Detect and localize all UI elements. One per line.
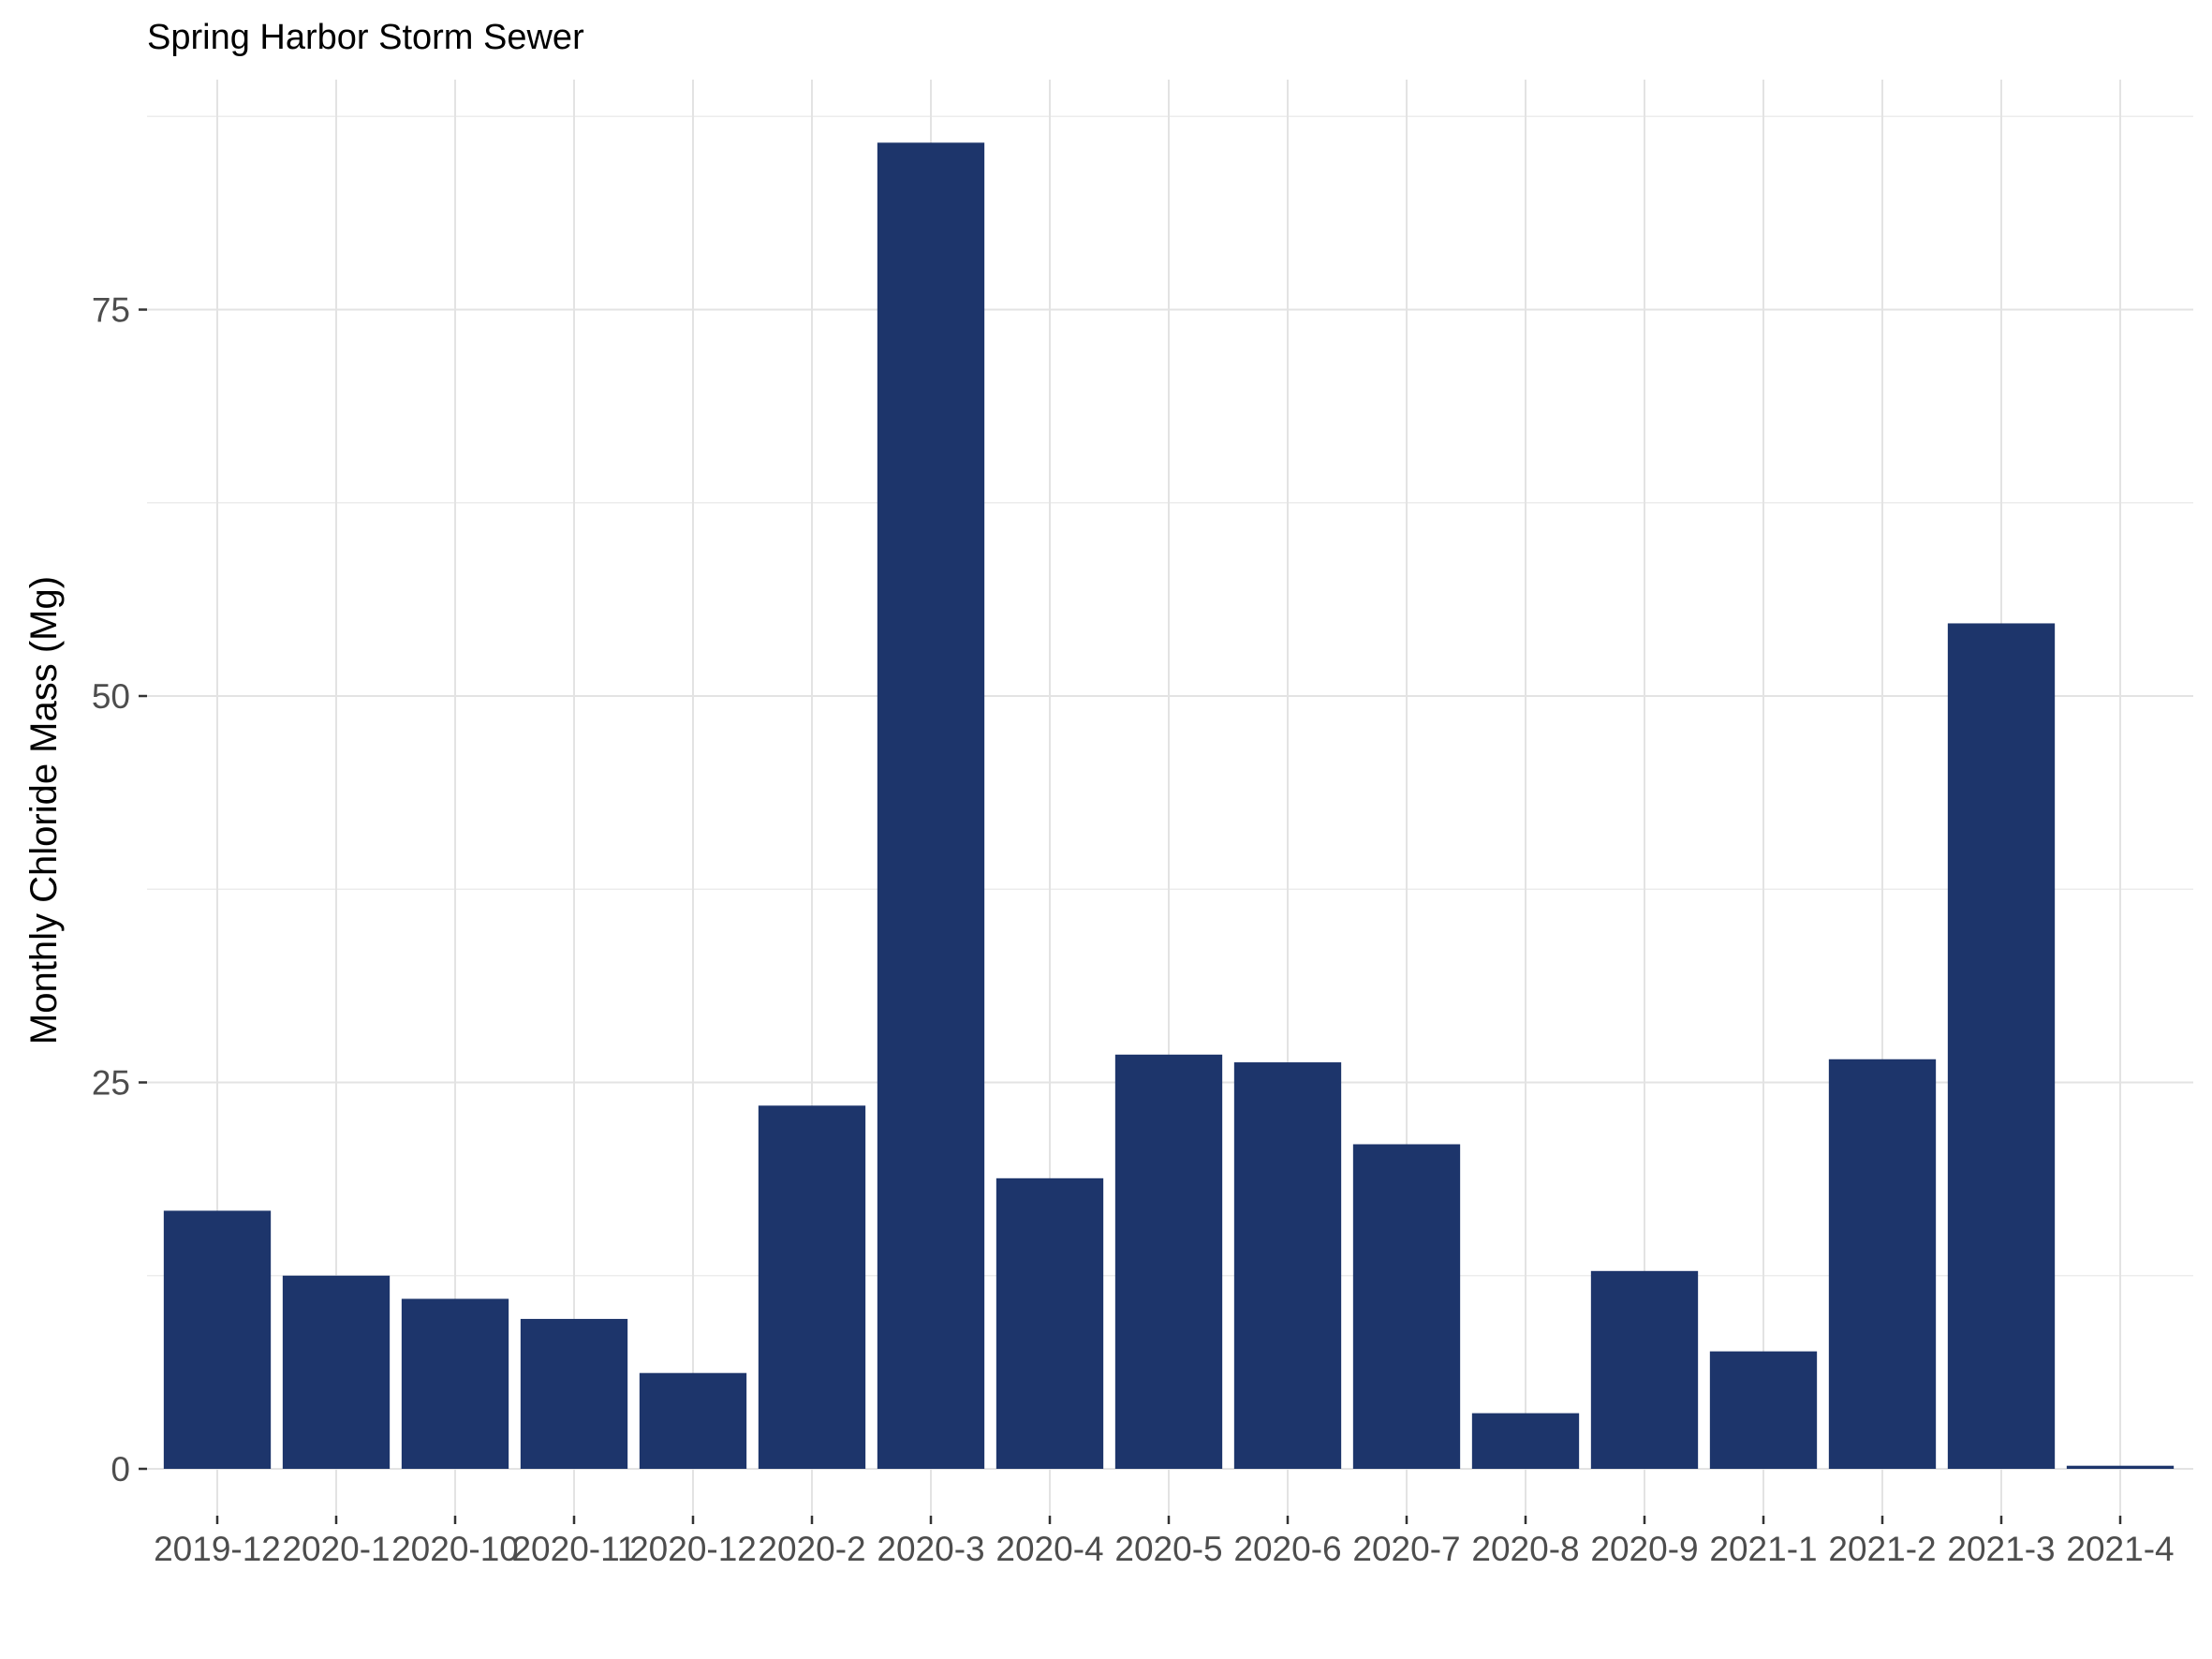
y-tick-label: 75 [92,291,130,330]
x-tick-label: 2020-4 [995,1530,1103,1568]
x-tick-label: 2020-11 [511,1530,636,1568]
bar-2021-3 [1947,623,2056,1469]
bar-2019-12 [163,1210,272,1469]
x-tick-label: 2019-12 [154,1530,281,1568]
y-tick-label: 25 [92,1064,130,1103]
bars-layer [163,142,2175,1469]
x-tick-label: 2020-5 [1114,1530,1222,1568]
bar-2020-7 [1352,1144,1461,1469]
bar-2021-4 [2066,1465,2175,1469]
y-axis-label: Monthly Chloride Mass (Mg) [23,576,65,1044]
y-tick-label: 0 [111,1450,130,1489]
x-tick-label: 2020-10 [391,1530,519,1568]
y-tick-label: 50 [92,677,130,716]
bar-2020-4 [995,1178,1104,1469]
x-tick-label: 2020-12 [629,1530,757,1568]
bar-2021-1 [1709,1351,1818,1469]
x-tick-label: 2020-8 [1471,1530,1579,1568]
x-tick-label: 2021-3 [1947,1530,2055,1568]
x-tick-label: 2020-1 [282,1530,390,1568]
bar-2020-6 [1233,1062,1342,1469]
x-tick-label: 2020-3 [877,1530,984,1568]
x-tick-label: 2021-1 [1709,1530,1817,1568]
axis-layer: 0 25 50 75 2019-12 2020-1 2020-102020-112020-1… [92,291,2175,1569]
x-tick-label: 2020-2 [758,1530,865,1568]
x-tick-label: 2020-6 [1233,1530,1341,1568]
x-tick-label: 2021-4 [2066,1530,2174,1568]
x-tick-label: 2021-2 [1828,1530,1936,1568]
bar-2020-9 [1590,1270,1699,1469]
bar-2021-2 [1828,1059,1937,1469]
x-tick-label: 2020-7 [1352,1530,1460,1568]
bar-2020-5 [1114,1054,1223,1469]
bar-2020-2 [758,1105,866,1469]
bar-2020-3 [877,142,985,1469]
bar-2020-8 [1471,1413,1580,1469]
bar-2020-11 [520,1318,628,1469]
chart-title: Spring Harbor Storm Sewer [147,18,584,57]
bar-2020-1 [282,1275,391,1469]
bar-2020-10 [401,1298,509,1469]
bar-2020-12 [639,1372,747,1469]
x-tick-label: 2020-9 [1590,1530,1698,1568]
